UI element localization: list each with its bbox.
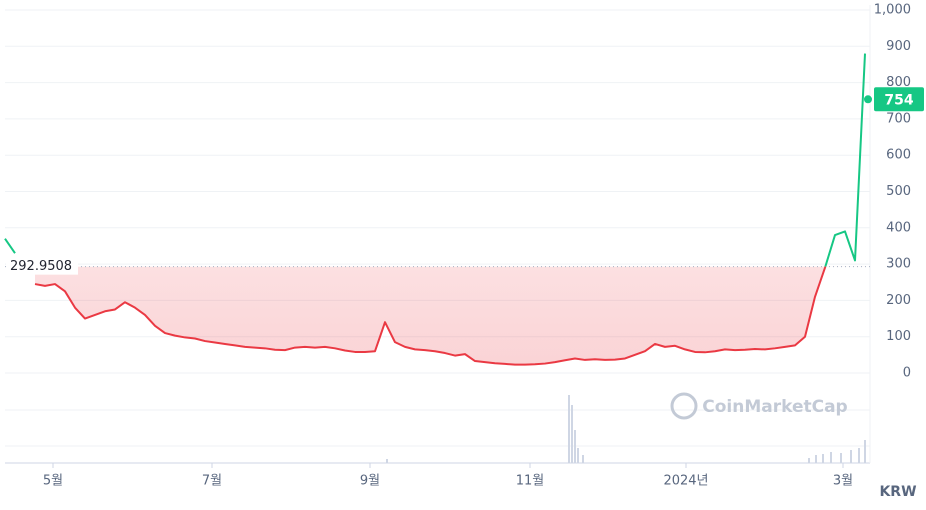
y-tick-label: 700 <box>886 111 911 126</box>
y-tick-label: 1,000 <box>874 3 911 18</box>
y-tick-label: 500 <box>886 184 911 199</box>
x-tick-label: 9월 <box>360 474 380 489</box>
x-tick-label: 11월 <box>516 474 545 489</box>
price-line-above <box>4 53 866 267</box>
last-price-tag <box>874 87 924 112</box>
currency-label: KRW <box>879 484 916 500</box>
last-price-dot <box>864 95 872 104</box>
watermark: CoinMarketCap <box>702 397 847 417</box>
x-tick-label: 7월 <box>202 474 222 489</box>
baseline-label: 292.9508 <box>10 259 72 274</box>
y-tick-label: 400 <box>886 220 911 235</box>
volume-bars <box>386 395 866 463</box>
area-fill <box>5 266 865 365</box>
last-price-label: 754 <box>884 92 913 108</box>
y-tick-label: 900 <box>886 39 911 54</box>
y-tick-label: 800 <box>886 75 911 90</box>
baseline-label-bg <box>6 256 78 275</box>
y-tick-label: 0 <box>903 366 911 381</box>
x-tick-label: 2024년 <box>663 474 708 489</box>
y-tick-label: 300 <box>886 257 911 272</box>
watermark-logo <box>670 392 698 420</box>
y-tick-label: 600 <box>886 148 911 163</box>
price-line-below <box>34 266 827 366</box>
x-tick-label: 5월 <box>43 474 63 489</box>
y-tick-label: 100 <box>886 329 911 344</box>
y-tick-label: 200 <box>886 293 911 308</box>
x-tick-label: 3월 <box>833 474 853 489</box>
